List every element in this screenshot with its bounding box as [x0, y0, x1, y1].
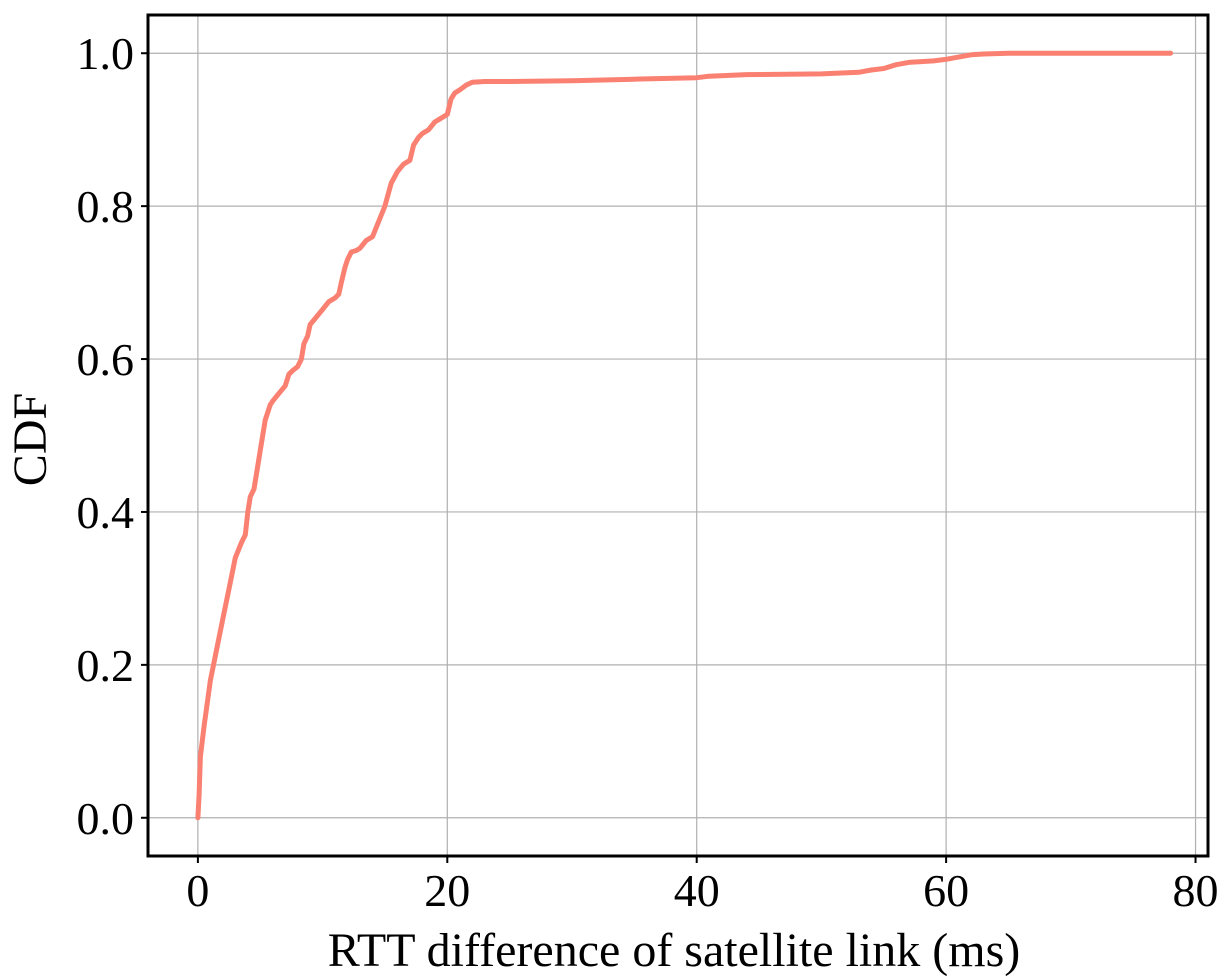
grid [148, 15, 1208, 856]
y-tick-labels: 0.0 0.2 0.4 0.6 0.8 1.0 [77, 28, 135, 844]
y-tick-label: 0.6 [77, 334, 135, 385]
x-tick-label: 0 [186, 865, 209, 916]
y-tick-label: 0.0 [77, 793, 135, 844]
x-tick-label: 40 [674, 865, 720, 916]
x-tick-labels: 0 20 40 60 80 [186, 865, 1218, 916]
series-layer [195, 50, 1174, 821]
y-tick-label: 0.4 [77, 487, 135, 538]
y-tick-label: 1.0 [77, 28, 135, 79]
x-tick-label: 20 [424, 865, 470, 916]
x-tick-label: 80 [1173, 865, 1219, 916]
y-axis-label: CDF [4, 393, 57, 486]
x-tick-label: 60 [923, 865, 969, 916]
x-axis-label: RTT difference of satellite link (ms) [328, 924, 1020, 976]
plot-frame [146, 13, 1210, 858]
y-tick-label: 0.2 [77, 640, 135, 691]
y-tick-label: 0.8 [77, 181, 135, 232]
cdf-series-line [195, 50, 1174, 821]
tick-marks [141, 52, 1197, 863]
